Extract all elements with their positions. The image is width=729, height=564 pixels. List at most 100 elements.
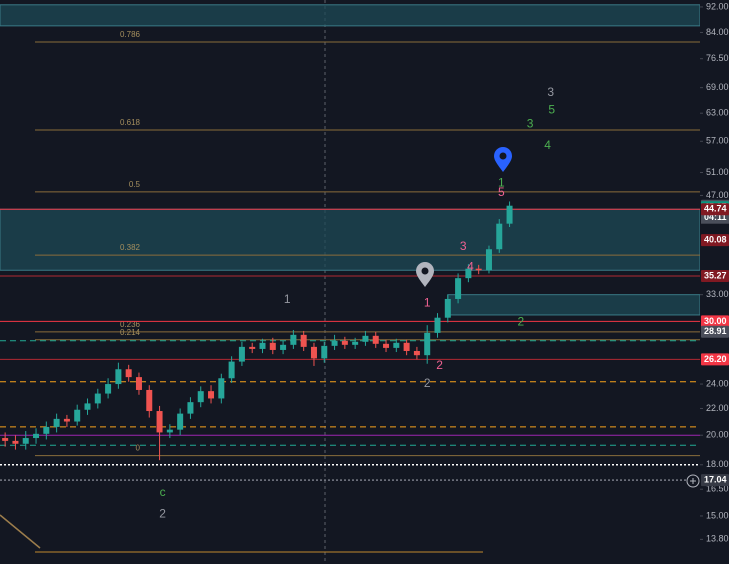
candle-body: [372, 335, 379, 344]
candle-body: [208, 391, 215, 399]
candle-body: [455, 278, 462, 299]
y-tick-label: 47.00: [706, 190, 729, 200]
candle-body: [218, 378, 225, 399]
candle-body: [434, 317, 441, 333]
candle-body: [321, 345, 328, 359]
price-tag-label: 40.08: [704, 235, 727, 245]
candle-body: [280, 344, 287, 350]
y-tick-label: 76.50: [706, 53, 729, 63]
candle-body: [403, 342, 410, 351]
candle-body: [383, 343, 390, 348]
y-tick-label: 33.00: [706, 289, 729, 299]
wave-label: 5: [548, 102, 555, 116]
price-tag-label: 17.04: [704, 475, 727, 485]
candle-body: [12, 440, 19, 444]
wave-label: 2: [159, 506, 166, 520]
candle-body: [393, 342, 400, 348]
candle-body: [496, 223, 503, 250]
candle-body: [475, 268, 482, 271]
candle-body: [444, 298, 451, 318]
candle-body: [43, 426, 50, 434]
zone: [0, 208, 701, 271]
zone: [0, 4, 701, 27]
price-tag-label: 28.91: [704, 326, 727, 336]
candle-body: [331, 340, 338, 346]
candle-body: [362, 335, 369, 342]
price-tag-label: 44.74: [704, 204, 727, 214]
candle-body: [74, 409, 81, 422]
y-tick-label: 57.00: [706, 136, 729, 146]
candle-body: [310, 346, 317, 359]
y-tick-label: 16.50: [706, 484, 729, 494]
candle-body: [341, 340, 348, 345]
candle-body: [105, 384, 112, 394]
countdown: 04:11: [704, 212, 727, 222]
fib-label: 0: [136, 444, 141, 453]
candle-body: [156, 411, 163, 433]
fib-label: 0.786: [120, 30, 141, 39]
candle-body: [2, 438, 9, 441]
trend-line: [0, 514, 41, 549]
y-tick-label: 13.80: [706, 534, 729, 544]
candle-body: [187, 402, 194, 414]
y-tick-label: 20.00: [706, 430, 729, 440]
y-tick-label: 18.00: [706, 459, 729, 469]
candle-body: [424, 332, 431, 356]
candle-body: [506, 205, 513, 224]
candle-body: [352, 341, 359, 345]
pin-gray: [416, 262, 434, 287]
candle-body: [290, 334, 297, 345]
candle-body: [238, 346, 245, 362]
candle-body: [115, 369, 122, 385]
candle-body: [53, 418, 60, 427]
candle-body: [22, 438, 29, 444]
price-tag: [701, 353, 729, 366]
price-tag-label: 30.00: [704, 316, 727, 326]
wave-label: 1: [284, 292, 291, 306]
wave-label: 4: [467, 259, 474, 273]
y-tick-label: 24.00: [706, 378, 729, 388]
y-tick-label: 92.00: [706, 1, 729, 11]
wave-label: 1: [424, 295, 431, 309]
wave-label: 3: [460, 239, 467, 253]
y-tick-label: 69.00: [706, 82, 729, 92]
wave-label: c: [160, 485, 166, 499]
y-tick-label: 84.00: [706, 27, 729, 37]
y-tick-label: 63.00: [706, 108, 729, 118]
y-tick-label: 15.00: [706, 510, 729, 520]
wave-label: 2: [436, 358, 443, 372]
y-tick-label: 51.00: [706, 167, 729, 177]
candle-body: [465, 268, 472, 279]
wave-label: 2: [518, 315, 525, 329]
crosshair-plus[interactable]: [686, 474, 700, 488]
candle-body: [125, 369, 132, 378]
fib-label: 0.618: [120, 118, 141, 127]
price-tag: [701, 474, 729, 487]
price-tag: [701, 234, 729, 247]
candle-body: [259, 342, 266, 349]
fib-label: 0.5: [129, 180, 141, 189]
zone: [447, 294, 701, 316]
fib-label: 0.214: [120, 328, 141, 337]
candle-body: [228, 361, 235, 379]
candle-body: [63, 418, 70, 422]
candle-body: [33, 433, 40, 439]
fib-label: 0.382: [120, 243, 141, 252]
candle-body: [94, 393, 101, 404]
price-tag: [701, 203, 729, 216]
candle-body: [249, 346, 256, 349]
candle-body: [300, 334, 307, 347]
candle-body: [197, 391, 204, 403]
price-tag: [701, 325, 729, 338]
wave-label: 3: [547, 85, 554, 99]
candle-body: [166, 429, 173, 433]
wave-label: 5: [498, 185, 505, 199]
candle-body: [269, 342, 276, 350]
price-tag-label: 35.27: [704, 270, 727, 280]
wave-label: 4: [544, 138, 551, 152]
candle-body: [135, 377, 142, 390]
price-tag-label: 26.20: [704, 354, 727, 364]
wave-label: 1: [498, 175, 505, 189]
